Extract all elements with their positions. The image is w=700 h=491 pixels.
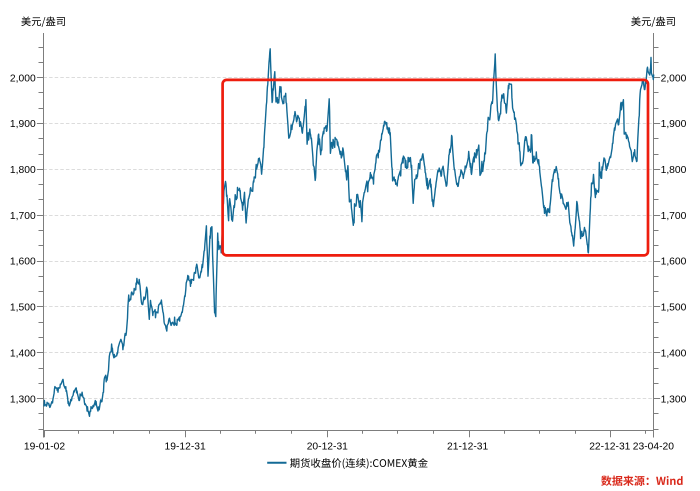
svg-text:1,300: 1,300 bbox=[661, 394, 687, 405]
svg-text:1,500: 1,500 bbox=[10, 303, 36, 314]
svg-text:1,900: 1,900 bbox=[661, 119, 687, 130]
svg-text:1,600: 1,600 bbox=[10, 257, 36, 268]
svg-text:1,300: 1,300 bbox=[10, 394, 36, 405]
svg-text:20-12-31: 20-12-31 bbox=[307, 441, 348, 452]
svg-text:19-12-31: 19-12-31 bbox=[164, 441, 205, 452]
svg-text:1,400: 1,400 bbox=[10, 348, 36, 359]
svg-text:23-04-20: 23-04-20 bbox=[633, 441, 674, 452]
svg-text:1,800: 1,800 bbox=[661, 165, 687, 176]
svg-text:1,400: 1,400 bbox=[661, 348, 687, 359]
svg-text:22-12-31: 22-12-31 bbox=[589, 441, 630, 452]
svg-text:2,000: 2,000 bbox=[10, 73, 36, 84]
svg-text:1,500: 1,500 bbox=[661, 303, 687, 314]
svg-text:1,700: 1,700 bbox=[10, 211, 36, 222]
svg-text:19-01-02: 19-01-02 bbox=[24, 441, 65, 452]
svg-text:1,700: 1,700 bbox=[661, 211, 687, 222]
svg-text:2,000: 2,000 bbox=[661, 73, 687, 84]
svg-text:1,600: 1,600 bbox=[661, 257, 687, 268]
svg-text:21-12-31: 21-12-31 bbox=[447, 441, 488, 452]
svg-text:1,900: 1,900 bbox=[10, 119, 36, 130]
svg-text:1,800: 1,800 bbox=[10, 165, 36, 176]
